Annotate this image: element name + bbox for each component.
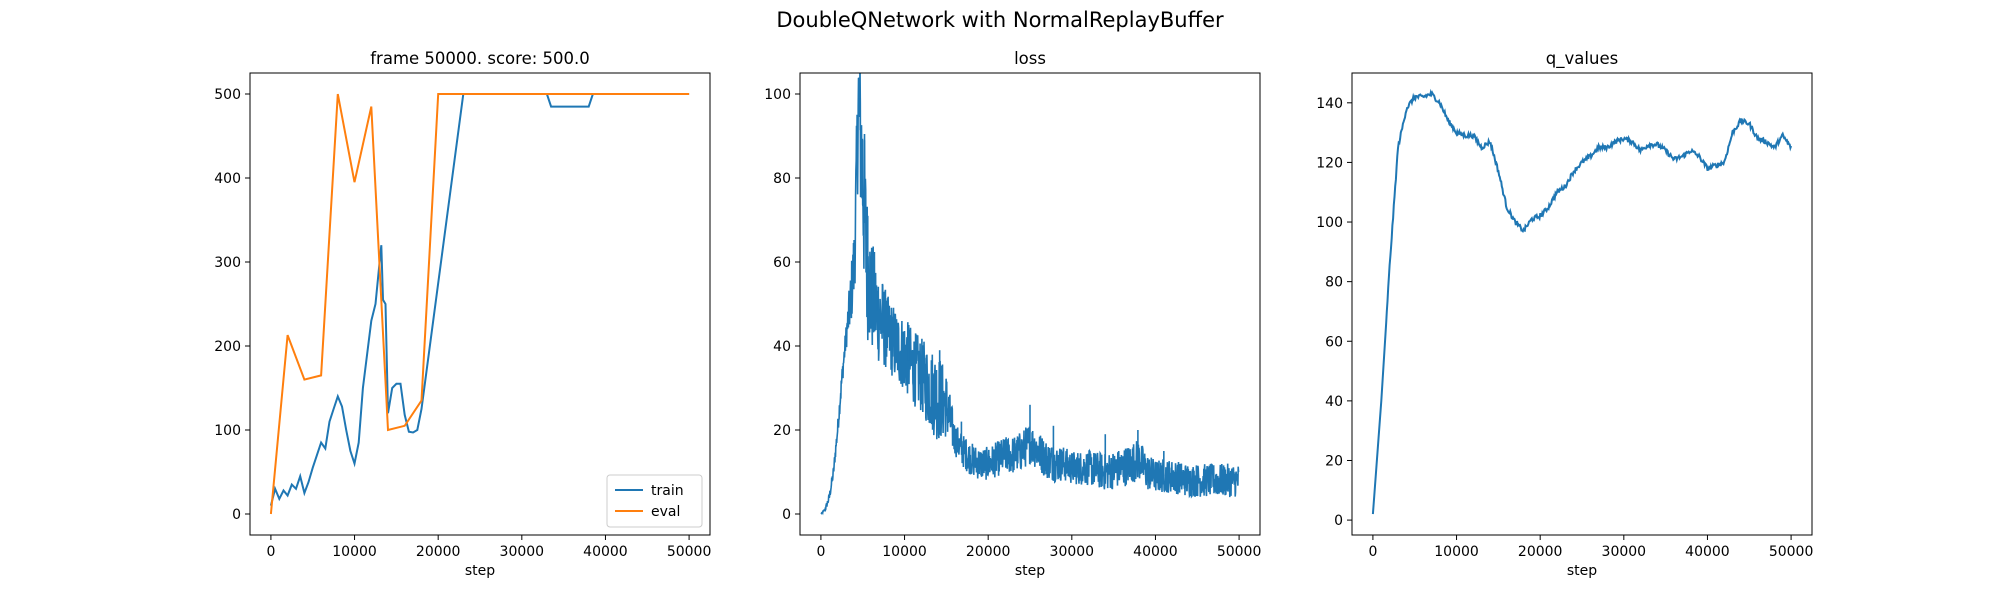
x-tick-label: 20000 — [966, 544, 1011, 560]
x-tick-label: 10000 — [1434, 544, 1479, 560]
x-tick-label: 50000 — [667, 544, 712, 560]
x-tick-label: 0 — [266, 544, 275, 560]
figure-suptitle: DoubleQNetwork with NormalReplayBuffer — [776, 8, 1224, 32]
x-tick-label: 0 — [816, 544, 825, 560]
chart-title: loss — [1014, 49, 1046, 68]
y-tick-label: 40 — [1325, 394, 1343, 410]
y-tick-label: 40 — [773, 339, 791, 355]
x-tick-label: 0 — [1368, 544, 1377, 560]
loss-series-line — [820, 73, 1240, 516]
legend: train eval — [606, 474, 703, 528]
y-tick-label: 200 — [214, 339, 241, 355]
y-tick-label: 100 — [214, 423, 241, 439]
y-tick-label: 500 — [214, 87, 241, 103]
x-tick-label: 50000 — [1217, 544, 1262, 560]
x-tick-label: 20000 — [416, 544, 461, 560]
y-tick-label: 120 — [1316, 155, 1343, 171]
x-tick-label: 30000 — [1050, 544, 1095, 560]
y-tick-label: 80 — [773, 171, 791, 187]
y-tick-label: 400 — [214, 171, 241, 187]
y-tick-label: 140 — [1316, 96, 1343, 112]
y-tick-label: 0 — [232, 507, 241, 523]
x-tick-label: 30000 — [1602, 544, 1647, 560]
x-tick-label: 40000 — [1133, 544, 1178, 560]
axes-frame — [249, 72, 711, 536]
chart-title: frame 50000. score: 500.0 — [370, 49, 590, 68]
x-tick-label: 50000 — [1769, 544, 1814, 560]
series-line-train — [269, 93, 690, 506]
q-values-series-line — [1371, 88, 1793, 515]
series-line-eval — [269, 93, 690, 515]
chart-panel-1: 0 10000 20000 30000 40000 50000 0 100 200 300 400 5… — [214, 49, 711, 579]
legend-label-eval: eval — [651, 504, 680, 520]
y-tick-label: 300 — [214, 255, 241, 271]
x-tick-label: 10000 — [882, 544, 927, 560]
y-tick-label: 20 — [773, 423, 791, 439]
x-tick-label: 40000 — [583, 544, 628, 560]
axes-frame — [1351, 72, 1813, 536]
x-axis-label: step — [465, 563, 495, 579]
legend-label-train: train — [651, 483, 684, 499]
y-tick-label: 80 — [1325, 275, 1343, 291]
y-tick-label: 100 — [1316, 215, 1343, 231]
axes-frame — [799, 72, 1261, 536]
x-tick-label: 40000 — [1685, 544, 1730, 560]
y-tick-label: 100 — [764, 87, 791, 103]
chart-panel-2: 0 10000 20000 30000 40000 50000 0 20 40 60 80 100 lo… — [764, 49, 1261, 579]
y-tick-label: 0 — [782, 507, 791, 523]
chart-panel-3: 0 10000 20000 30000 40000 50000 0 20 40 60 80 100 12… — [1316, 49, 1813, 579]
x-axis-label: step — [1015, 563, 1045, 579]
x-axis-label: step — [1567, 563, 1597, 579]
legend-box — [606, 474, 703, 528]
x-tick-label: 10000 — [332, 544, 377, 560]
y-tick-label: 60 — [773, 255, 791, 271]
x-tick-label: 20000 — [1518, 544, 1563, 560]
x-tick-label: 30000 — [500, 544, 545, 560]
y-tick-label: 60 — [1325, 334, 1343, 350]
y-tick-label: 0 — [1334, 513, 1343, 529]
chart-title: q_values — [1546, 49, 1618, 69]
y-tick-label: 20 — [1325, 453, 1343, 469]
